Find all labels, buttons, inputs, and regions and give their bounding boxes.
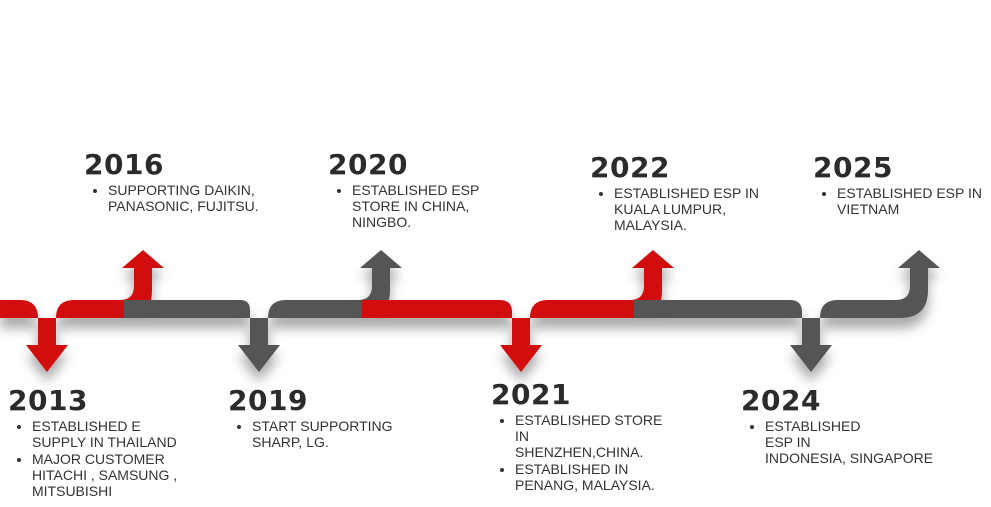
milestone-2024: 2024 ESTABLISHED ESP IN INDONESIA, SINGA… xyxy=(741,386,971,467)
milestone-items: START SUPPORTING SHARP, LG. xyxy=(228,418,438,450)
milestone-items: SUPPORTING DAIKIN, PANASONIC, FUJITSU. xyxy=(84,182,304,214)
milestone-year: 2024 xyxy=(741,384,821,417)
milestone-year: 2022 xyxy=(590,151,670,184)
milestone-items: ESTABLISHED E SUPPLY IN THAILAND MAJOR C… xyxy=(8,418,218,499)
milestone-items: ESTABLISHED ESP IN KUALA LUMPUR, MALAYSI… xyxy=(590,185,810,233)
milestone-item: ESTABLISHED IN PENANG, MALAYSIA. xyxy=(515,461,711,493)
milestone-item: MAJOR CUSTOMER HITACHI , SAMSUNG , MITSU… xyxy=(32,451,218,499)
milestone-year: 2021 xyxy=(491,378,571,411)
milestone-item: ESTABLISHED E SUPPLY IN THAILAND xyxy=(32,418,218,450)
milestone-2019: 2019 START SUPPORTING SHARP, LG. xyxy=(228,386,438,451)
milestone-2020: 2020 ESTABLISHED ESP STORE IN CHINA, NIN… xyxy=(328,150,538,231)
milestone-year: 2013 xyxy=(8,384,88,417)
milestone-item: ESTABLISHED ESP IN VIETNAM xyxy=(837,185,989,217)
milestone-2025: 2025 ESTABLISHED ESP IN VIETNAM xyxy=(813,153,989,218)
milestone-item: START SUPPORTING SHARP, LG. xyxy=(252,418,438,450)
timeline-segment-2016-2020 xyxy=(124,250,402,372)
milestone-2021: 2021 ESTABLISHED STORE IN SHENZHEN,CHINA… xyxy=(491,380,711,494)
timeline-segment-2013-2016 xyxy=(0,250,164,372)
milestone-item: ESTABLISHED ESP STORE IN CHINA, NINGBO. xyxy=(352,182,538,230)
milestone-year: 2020 xyxy=(328,148,408,181)
timeline-segment-2020-2022 xyxy=(362,250,674,372)
milestone-year: 2019 xyxy=(228,384,308,417)
milestone-2022: 2022 ESTABLISHED ESP IN KUALA LUMPUR, MA… xyxy=(590,153,810,234)
milestone-items: ESTABLISHED ESP IN INDONESIA, SINGAPORE xyxy=(741,418,971,466)
milestone-item: ESTABLISHED ESP IN INDONESIA, SINGAPORE xyxy=(765,418,971,466)
milestone-item: SUPPORTING DAIKIN, PANASONIC, FUJITSU. xyxy=(108,182,304,214)
milestone-2013: 2013 ESTABLISHED E SUPPLY IN THAILAND MA… xyxy=(8,386,218,500)
milestone-item: ESTABLISHED STORE IN SHENZHEN,CHINA. xyxy=(515,412,711,460)
milestone-items: ESTABLISHED STORE IN SHENZHEN,CHINA. EST… xyxy=(491,412,711,493)
milestone-items: ESTABLISHED ESP STORE IN CHINA, NINGBO. xyxy=(328,182,538,230)
milestone-item: ESTABLISHED ESP IN KUALA LUMPUR, MALAYSI… xyxy=(614,185,810,233)
milestone-items: ESTABLISHED ESP IN VIETNAM xyxy=(813,185,989,217)
milestone-year: 2025 xyxy=(813,151,893,184)
milestone-2016: 2016 SUPPORTING DAIKIN, PANASONIC, FUJIT… xyxy=(84,150,304,215)
timeline-segment-2022-2025 xyxy=(634,250,940,372)
milestone-year: 2016 xyxy=(84,148,164,181)
